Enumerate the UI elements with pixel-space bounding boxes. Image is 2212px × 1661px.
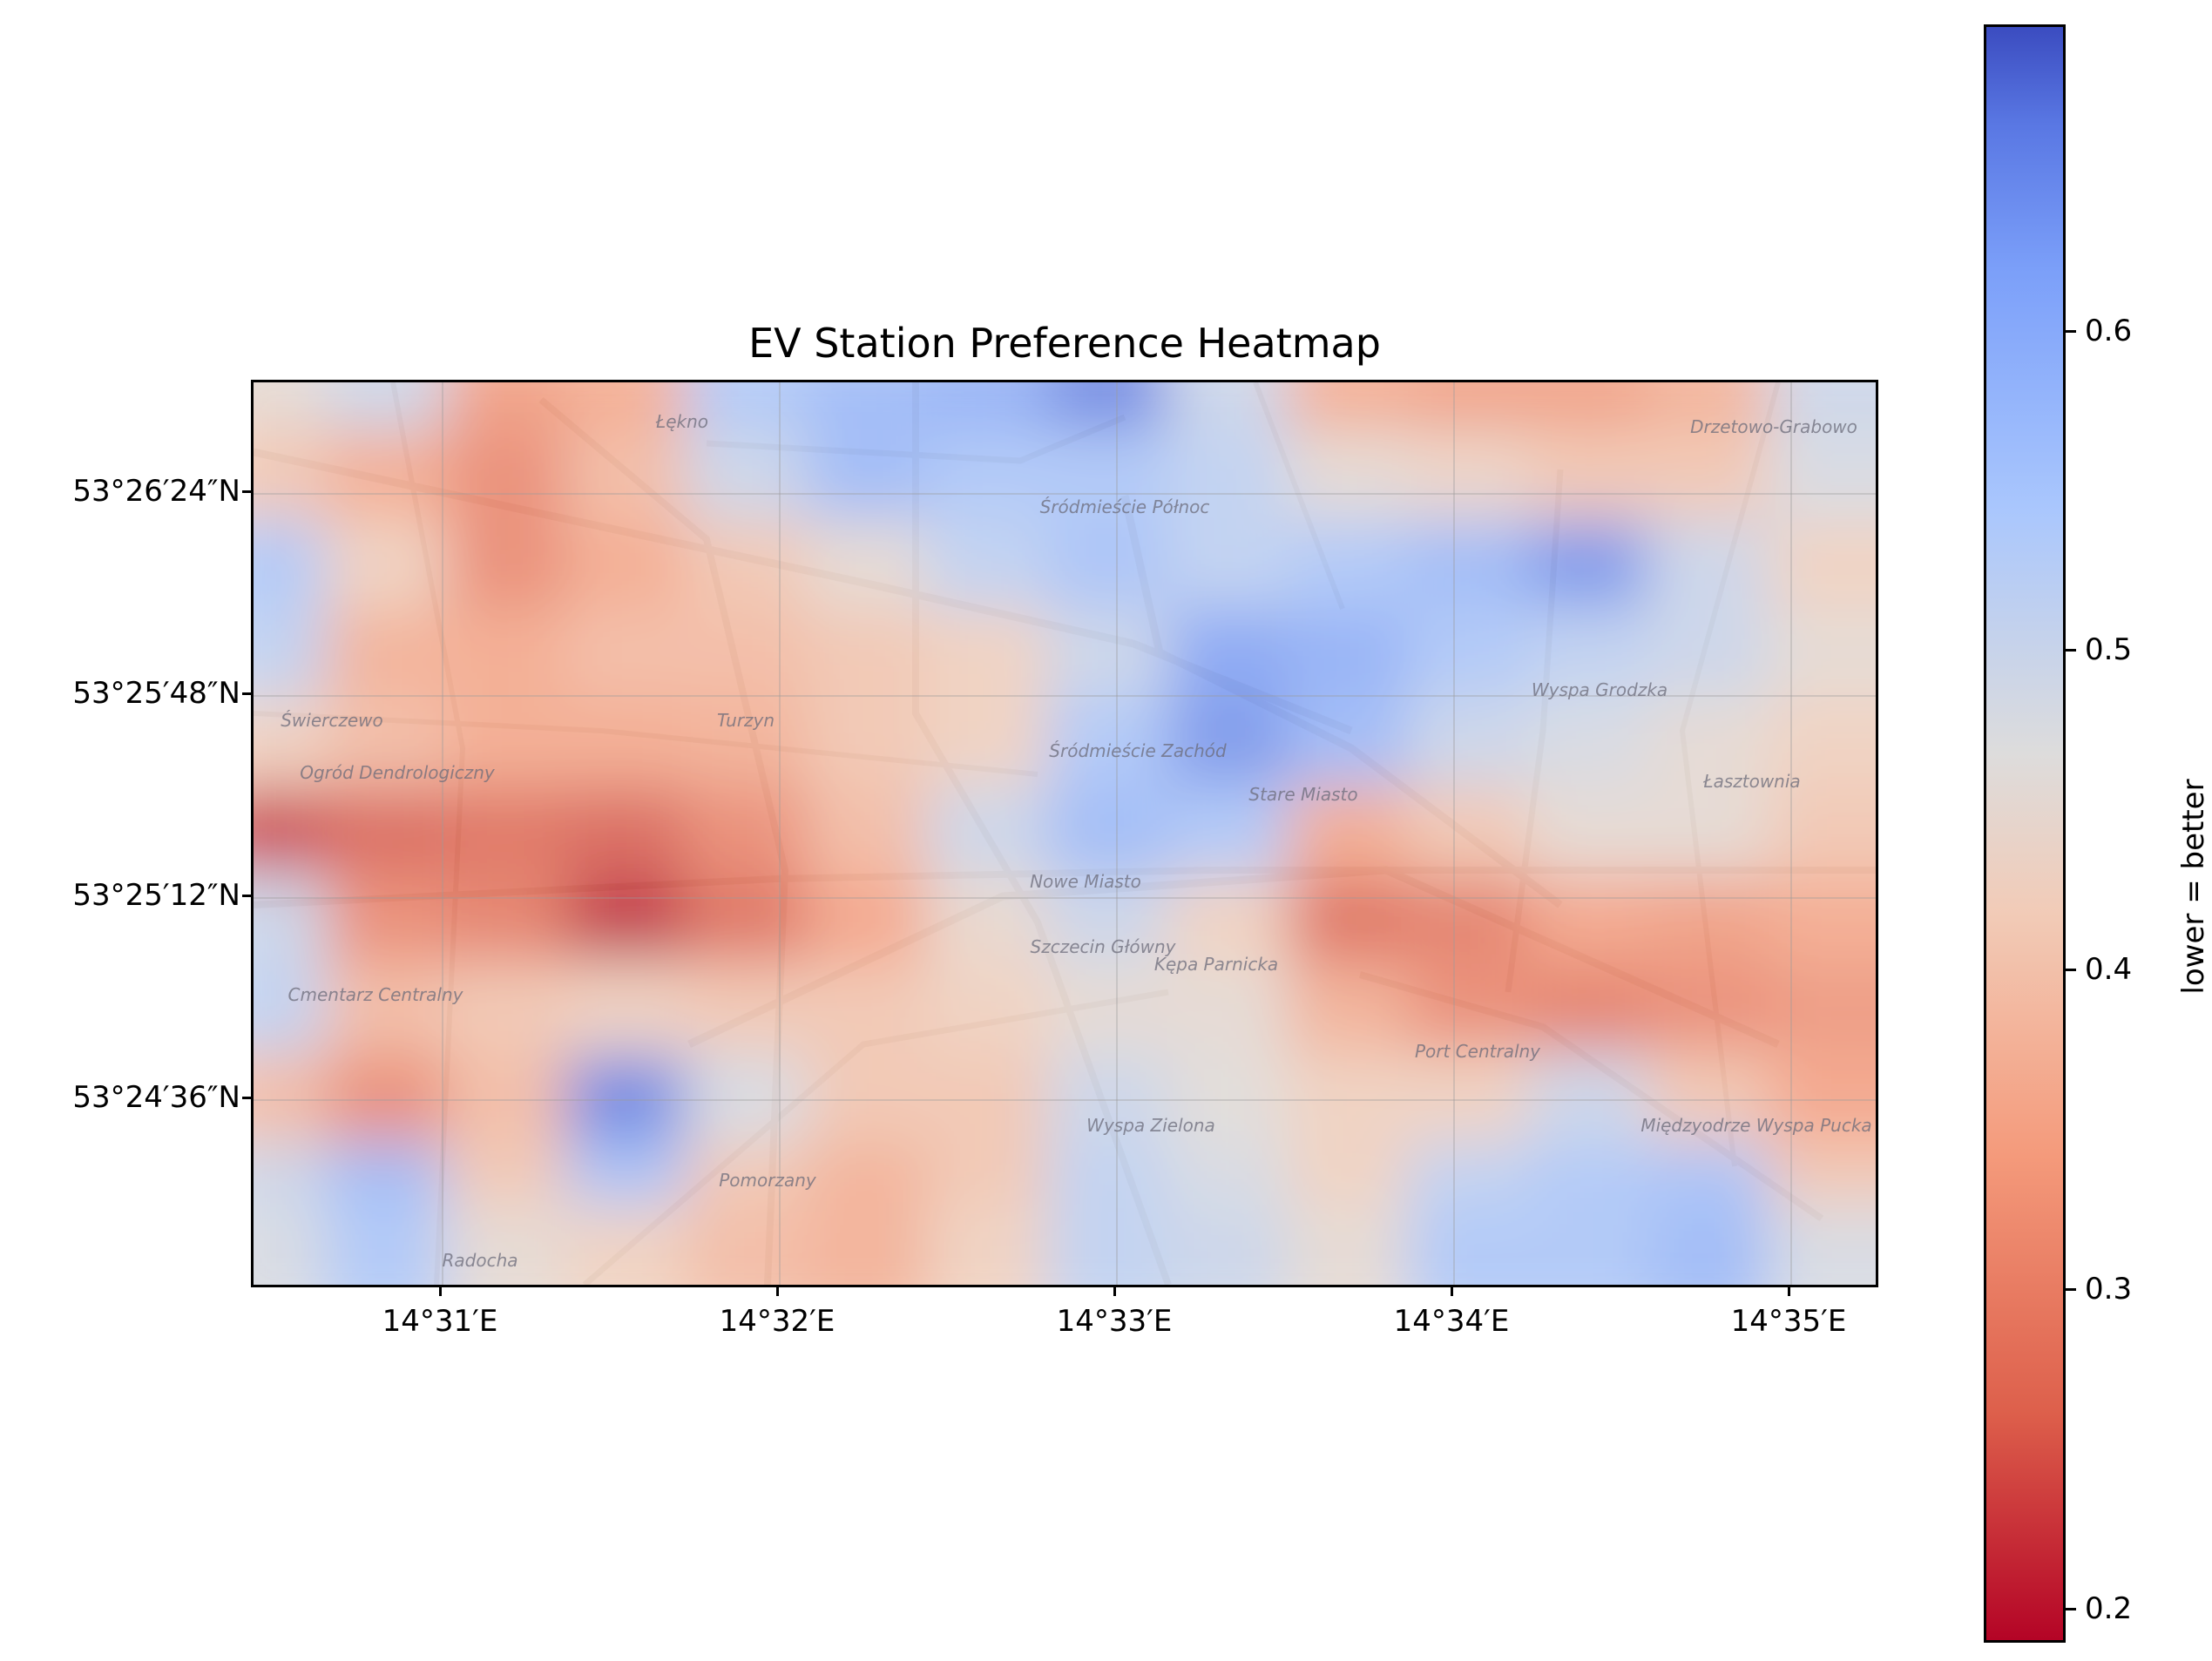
colorbar <box>1984 24 2066 1643</box>
map-place-label: Śródmieście Zachód <box>1049 740 1227 761</box>
map-place-label: Cmentarz Centralny <box>288 984 464 1005</box>
y-tick-mark <box>242 1097 251 1099</box>
y-tick-mark <box>242 490 251 493</box>
map-place-labels: Łękno Drzetowo-Grabowo Śródmieście Północ Ś… <box>281 411 1871 1271</box>
map-place-label: Świerczewo <box>281 710 383 731</box>
map-gridlines <box>254 382 1876 1285</box>
map-place-label: Szczecin Główny <box>1031 936 1177 957</box>
x-tick-label: 14°32′E <box>719 1304 835 1339</box>
map-place-label: Łasztownia <box>1702 771 1800 792</box>
colorbar-tick-mark <box>2066 969 2076 971</box>
map-place-label: Nowe Miasto <box>1030 871 1141 892</box>
map-heatmap-svg: Łękno Drzetowo-Grabowo Śródmieście Północ Ś… <box>254 382 1876 1285</box>
map-place-label: Pomorzany <box>719 1170 817 1191</box>
map-place-label: Ogród Dendrologiczny <box>300 762 496 783</box>
colorbar-tick-label: 0.5 <box>2085 632 2133 667</box>
map-plot-area[interactable]: Łękno Drzetowo-Grabowo Śródmieście Północ Ś… <box>251 380 1878 1287</box>
map-place-label: Międzyodrze Wyspa Pucka <box>1640 1115 1871 1136</box>
map-place-label: Wyspa Grodzka <box>1532 679 1667 700</box>
x-tick-mark <box>1113 1287 1116 1296</box>
colorbar-tick-label: 0.4 <box>2085 952 2133 987</box>
map-place-label: Radocha <box>442 1250 517 1271</box>
colorbar-label: lower = better <box>2176 779 2211 995</box>
colorbar-tick-label: 0.6 <box>2085 314 2133 348</box>
y-tick-label: 53°24′36″N <box>72 1080 240 1115</box>
x-tick-label: 14°34′E <box>1393 1304 1510 1339</box>
map-place-label: Port Centralny <box>1415 1041 1541 1062</box>
map-place-label: Turzyn <box>717 710 775 731</box>
map-place-label: Wyspa Zielona <box>1086 1115 1215 1136</box>
x-tick-label: 14°31′E <box>382 1304 498 1339</box>
colorbar-tick-mark <box>2066 649 2076 652</box>
colorbar-tick-label: 0.2 <box>2085 1591 2133 1626</box>
chart-title: EV Station Preference Heatmap <box>748 320 1381 367</box>
map-place-label: Łękno <box>655 411 708 432</box>
x-tick-mark <box>776 1287 779 1296</box>
y-tick-label: 53°26′24″N <box>72 474 240 509</box>
map-place-label: Stare Miasto <box>1248 784 1357 805</box>
x-tick-mark <box>1788 1287 1790 1296</box>
y-tick-mark <box>242 692 251 695</box>
map-place-label: Śródmieście Północ <box>1040 496 1210 517</box>
x-tick-mark <box>439 1287 442 1296</box>
colorbar-tick-label: 0.3 <box>2085 1272 2133 1307</box>
x-tick-label: 14°33′E <box>1056 1304 1173 1339</box>
y-tick-mark <box>242 895 251 897</box>
y-tick-label: 53°25′48″N <box>72 676 240 711</box>
colorbar-tick-mark <box>2066 1288 2076 1291</box>
heatmap-layer <box>254 382 1876 1285</box>
x-tick-mark <box>1451 1287 1453 1296</box>
map-place-label: Drzetowo-Grabowo <box>1690 416 1857 437</box>
colorbar-tick-mark <box>2066 330 2076 333</box>
colorbar-tick-mark <box>2066 1608 2076 1610</box>
x-tick-label: 14°35′E <box>1730 1304 1847 1339</box>
y-tick-label: 53°25′12″N <box>72 878 240 913</box>
map-place-label: Kępa Parnicka <box>1154 954 1278 975</box>
heatmap-cell <box>1769 1205 1876 1285</box>
